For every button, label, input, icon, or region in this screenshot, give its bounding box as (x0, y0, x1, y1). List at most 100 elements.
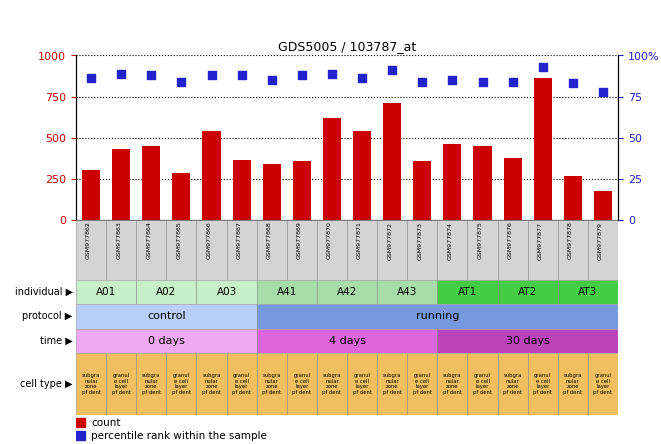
Bar (438, 353, 467, 415)
Point (176, 78, 186, 85)
Text: subgra
nular
zone
pf dent: subgra nular zone pf dent (262, 373, 281, 395)
Bar (227, 220, 256, 280)
Point (86, 75, 97, 82)
Bar (347, 353, 377, 415)
Bar (558, 280, 618, 304)
Text: subgra
nular
zone
pf dent: subgra nular zone pf dent (503, 373, 522, 395)
Bar (383, 103, 401, 220)
Bar (196, 353, 227, 415)
Bar (323, 118, 341, 220)
Bar (293, 161, 311, 220)
Bar (558, 220, 588, 280)
Bar (317, 280, 377, 304)
Bar (407, 353, 438, 415)
Bar (558, 353, 588, 415)
Text: granul
e cell
layer
pf dent: granul e cell layer pf dent (112, 373, 131, 395)
Bar (136, 280, 196, 304)
Bar (467, 353, 498, 415)
Bar (588, 220, 618, 280)
Bar (317, 220, 347, 280)
Point (357, 75, 368, 82)
Bar (438, 220, 467, 280)
Text: GSM977864: GSM977864 (146, 222, 151, 259)
Text: granul
e cell
layer
pf dent: granul e cell layer pf dent (172, 373, 191, 395)
Text: granul
e cell
layer
pf dent: granul e cell layer pf dent (232, 373, 251, 395)
Bar (202, 131, 221, 220)
Bar (498, 353, 527, 415)
Text: granul
e cell
layer
pf dent: granul e cell layer pf dent (352, 373, 371, 395)
Text: GSM977879: GSM977879 (598, 222, 603, 260)
Text: count: count (91, 418, 120, 428)
Bar (377, 220, 407, 280)
Bar (262, 164, 281, 220)
Bar (256, 329, 438, 353)
Text: subgra
nular
zone
pf dent: subgra nular zone pf dent (383, 373, 402, 395)
Text: A42: A42 (337, 287, 357, 297)
Bar (444, 144, 461, 220)
Bar (504, 158, 522, 220)
Point (206, 71, 217, 79)
Text: A41: A41 (276, 287, 297, 297)
Bar (167, 220, 196, 280)
Text: GSM977872: GSM977872 (387, 222, 392, 260)
Bar (256, 304, 618, 329)
Bar (256, 280, 317, 304)
Text: 0 days: 0 days (148, 336, 185, 346)
Text: AT2: AT2 (518, 287, 537, 297)
Text: GSM977866: GSM977866 (206, 222, 212, 259)
Point (477, 78, 488, 85)
Bar (76, 431, 85, 440)
Text: time ▶: time ▶ (40, 336, 73, 346)
Text: AT3: AT3 (578, 287, 598, 297)
Bar (136, 220, 167, 280)
Bar (106, 220, 136, 280)
Text: GSM977869: GSM977869 (297, 222, 302, 259)
Bar (256, 220, 287, 280)
Point (146, 71, 157, 79)
Text: granul
e cell
layer
pf dent: granul e cell layer pf dent (292, 373, 311, 395)
Point (297, 71, 307, 79)
Text: control: control (147, 311, 186, 321)
Bar (167, 353, 196, 415)
Text: GSM977876: GSM977876 (508, 222, 513, 259)
Bar (112, 149, 130, 220)
Text: subgra
nular
zone
pf dent: subgra nular zone pf dent (81, 373, 100, 395)
Text: 4 days: 4 days (329, 336, 366, 346)
Text: AT1: AT1 (458, 287, 477, 297)
Bar (438, 280, 498, 304)
Bar (467, 220, 498, 280)
Bar (136, 353, 167, 415)
Bar (76, 418, 85, 427)
Text: GSM977863: GSM977863 (116, 222, 121, 259)
Text: A03: A03 (216, 287, 237, 297)
Text: running: running (416, 311, 459, 321)
Text: granul
e cell
layer
pf dent: granul e cell layer pf dent (473, 373, 492, 395)
Bar (287, 220, 317, 280)
Bar (227, 353, 256, 415)
Bar (413, 162, 432, 220)
Bar (347, 220, 377, 280)
Text: subgra
nular
zone
pf dent: subgra nular zone pf dent (202, 373, 221, 395)
Bar (353, 131, 371, 220)
Bar (173, 173, 190, 220)
Bar (82, 170, 100, 220)
Text: A43: A43 (397, 287, 418, 297)
Bar (527, 220, 558, 280)
Point (508, 78, 518, 85)
Text: 30 days: 30 days (506, 336, 550, 346)
Text: GSM977868: GSM977868 (267, 222, 272, 259)
Bar (564, 176, 582, 220)
Title: GDS5005 / 103787_at: GDS5005 / 103787_at (278, 40, 416, 53)
Text: protocol ▶: protocol ▶ (22, 311, 73, 321)
Bar (287, 353, 317, 415)
Text: GSM977875: GSM977875 (477, 222, 483, 259)
Text: granul
e cell
layer
pf dent: granul e cell layer pf dent (594, 373, 613, 395)
Bar (76, 304, 256, 329)
Bar (498, 220, 527, 280)
Text: percentile rank within the sample: percentile rank within the sample (91, 431, 267, 441)
Text: A02: A02 (156, 287, 176, 297)
Text: granul
e cell
layer
pf dent: granul e cell layer pf dent (533, 373, 552, 395)
Bar (196, 220, 227, 280)
Text: GSM977873: GSM977873 (417, 222, 422, 260)
Text: GSM977870: GSM977870 (327, 222, 332, 259)
